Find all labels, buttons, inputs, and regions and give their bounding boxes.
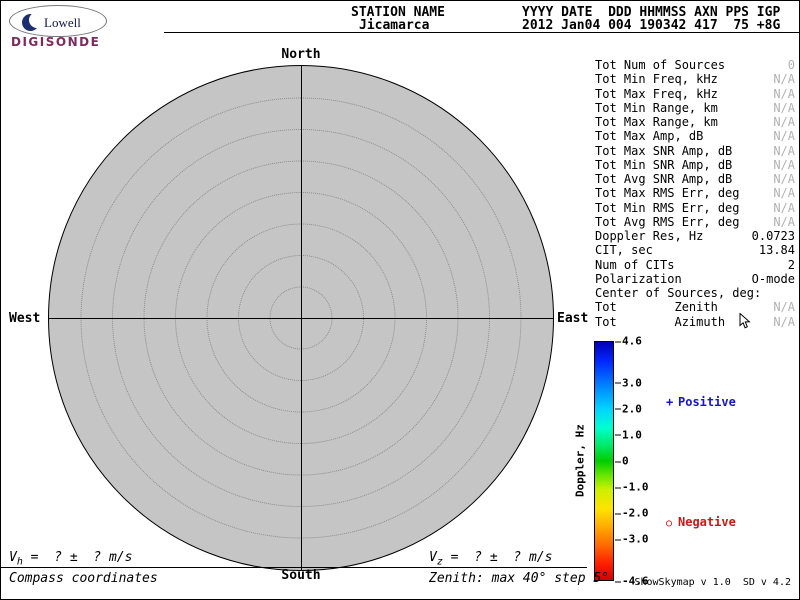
colorbar-tick: 0 bbox=[615, 454, 629, 468]
station-name-label: STATION NAME bbox=[351, 5, 445, 20]
header-station-column: STATION NAME Jicamarca bbox=[351, 6, 445, 32]
vertical-velocity-readout: Vz = ? ± ? m/s bbox=[429, 550, 553, 568]
stat-row: Tot Min Range, km N/A bbox=[595, 100, 795, 115]
colorbar-tick: -2.0 bbox=[615, 506, 649, 520]
station-name-value: Jicamarca bbox=[359, 18, 430, 33]
stat-row: Tot Max Range, km N/A bbox=[595, 115, 795, 129]
colorbar-tick: -3.0 bbox=[615, 532, 649, 546]
stat-row: Doppler Res, Hz 0.0723 bbox=[595, 229, 795, 243]
stat-row: Tot Min RMS Err, deg N/A bbox=[595, 200, 795, 215]
colorbar-tick: 1.0 bbox=[615, 428, 642, 442]
colorbar-tick: -4.6 bbox=[615, 574, 649, 588]
header-fields-labels: YYYY DATE DDD HHMMSS AXN PPS IGP bbox=[522, 5, 781, 20]
header-fields-column: YYYY DATE DDD HHMMSS AXN PPS IGP 2012 Ja… bbox=[522, 6, 780, 32]
east-west-axis bbox=[49, 318, 553, 319]
colorbar-tick: 3.0 bbox=[615, 376, 642, 390]
horizontal-velocity-readout: Vh = ? ± ? m/s bbox=[9, 550, 133, 568]
stat-row: Tot Max Freq, kHz N/A bbox=[595, 86, 795, 101]
stat-row: Tot Min Freq, kHz N/A bbox=[595, 72, 795, 87]
stat-row: Tot Max SNR Amp, dB N/A bbox=[595, 143, 795, 158]
colorbar-axis-label: Doppler, Hz bbox=[573, 424, 587, 498]
compass-label-west: West bbox=[9, 311, 41, 326]
header-fields-values: 2012 Jan04 004 190342 417 75 +8G bbox=[522, 18, 781, 33]
colorbar-tick: 2.0 bbox=[615, 402, 642, 416]
colorbar-tick: -1.0 bbox=[615, 480, 649, 494]
compass-label-south: South bbox=[281, 568, 321, 583]
mouse-cursor-icon bbox=[739, 313, 751, 329]
stat-row: Tot Max Amp, dB N/A bbox=[595, 129, 795, 144]
colorbar-ticks: 4.6 3.0 2.0 1.0 0 -1.0 -2.0 -3.0 -4.6 bbox=[614, 335, 654, 588]
header-divider bbox=[164, 32, 799, 33]
stat-row: Tot Max RMS Err, deg N/A bbox=[595, 186, 795, 201]
circle-marker-icon: ○ bbox=[666, 518, 673, 529]
stat-row: CIT, sec 13.84 bbox=[595, 243, 795, 258]
stat-row: Tot Zenith N/A bbox=[595, 300, 795, 315]
doppler-colorbar bbox=[594, 341, 614, 581]
stat-row: Tot Min SNR Amp, dB N/A bbox=[595, 157, 795, 172]
colorbar-tick: 4.6 bbox=[615, 334, 642, 348]
logo-digisonde-text: DIGISONDE bbox=[11, 35, 101, 49]
legend-negative: ○ Negative bbox=[666, 515, 736, 529]
zenith-scale-note: Zenith: max 40° step 5° bbox=[429, 571, 610, 586]
stat-row: Tot Azimuth N/A bbox=[595, 314, 795, 329]
coordinates-note: Compass coordinates bbox=[9, 571, 158, 586]
legend-positive: + Positive bbox=[666, 395, 736, 409]
footer-divider bbox=[1, 567, 587, 568]
logo-lowell-text: Lowell bbox=[44, 15, 81, 30]
stat-row: Num of CITs 2 bbox=[595, 257, 795, 272]
compass-label-north: North bbox=[281, 47, 321, 62]
skymap-plot-area bbox=[48, 65, 554, 571]
stat-row: Tot Num of Sources 0 bbox=[595, 58, 795, 72]
plus-marker-icon: + bbox=[666, 395, 674, 409]
compass-label-east: East bbox=[557, 311, 589, 326]
version-text: ShowSkymap v 1.0 SD v 4.2 bbox=[634, 577, 791, 588]
stat-row: Center of Sources, deg: bbox=[595, 286, 762, 300]
logo-oval: Lowell bbox=[9, 5, 107, 37]
statistics-panel: Tot Num of Sources 0 Tot Min Freq, kHz N/A… bbox=[595, 58, 795, 329]
stat-row: Polarization O-mode bbox=[595, 271, 795, 286]
stat-row: Tot Avg SNR Amp, dB N/A bbox=[595, 172, 795, 186]
stat-row: Tot Avg RMS Err, deg N/A bbox=[595, 214, 795, 229]
lowell-digisonde-logo: Lowell DIGISONDE bbox=[7, 4, 117, 49]
